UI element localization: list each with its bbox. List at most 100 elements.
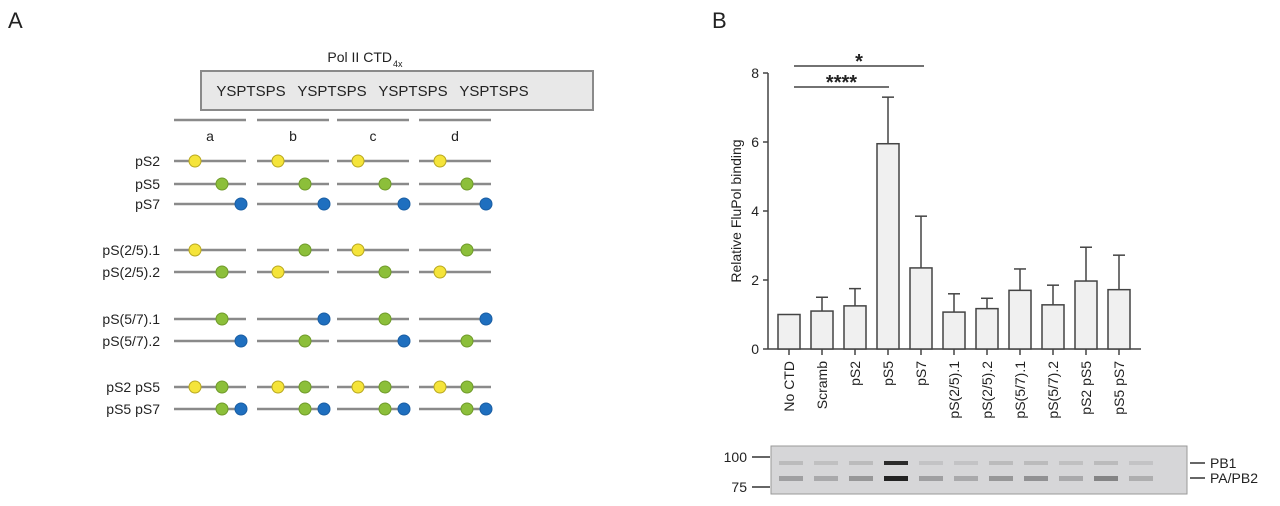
band-pb1 (1059, 461, 1083, 465)
phospho-mark-ps5 (215, 402, 229, 416)
phospho-mark-ps2 (351, 243, 365, 257)
band-pb1 (1129, 461, 1153, 465)
phospho-mark-ps5 (378, 177, 392, 191)
bar-ps7 (909, 267, 933, 350)
marker-label: 75 (731, 479, 747, 495)
band-pa-pb2 (1094, 476, 1118, 481)
y-tick-label: 8 (751, 65, 759, 81)
ctd-repeat: YSPTSPS (216, 83, 285, 100)
significance-label: * (855, 51, 863, 73)
band-pa-pb2 (1024, 476, 1048, 481)
band-label: PB1 (1210, 455, 1237, 471)
band-pb1 (954, 461, 978, 465)
row-label: pS(2/5).2 (102, 264, 160, 280)
x-tick-label: pS7 (913, 361, 929, 386)
y-tick-label: 0 (751, 341, 759, 357)
y-axis-label: Relative FluPol binding (728, 139, 744, 282)
panel-a-label: A (8, 8, 23, 33)
phospho-mark-ps7 (317, 312, 331, 326)
row-label: pS(5/7).1 (102, 311, 160, 327)
column-label: a (206, 128, 214, 144)
phospho-mark-ps2 (188, 154, 202, 168)
ctd-title: Pol II CTD (327, 49, 392, 65)
ctd-repeat: YSPTSPS (297, 83, 366, 100)
phospho-mark-ps7 (397, 197, 411, 211)
phospho-mark-ps2 (351, 154, 365, 168)
band-pb1 (989, 461, 1013, 465)
x-tick-label: pS(5/7).2 (1045, 361, 1061, 419)
ctd-repeat-box (200, 70, 594, 111)
y-tick-label: 6 (751, 134, 759, 150)
column-label: c (370, 128, 377, 144)
phospho-mark-ps5 (215, 380, 229, 394)
band-pb1 (1024, 461, 1048, 465)
band-pb1 (779, 461, 803, 465)
ctd-title-subscript: 4x (393, 59, 403, 69)
phospho-mark-ps5 (215, 265, 229, 279)
phospho-mark-ps5 (378, 265, 392, 279)
x-tick-label: pS(5/7).1 (1012, 361, 1028, 419)
row-label: pS7 (135, 196, 160, 212)
phospho-mark-ps5 (298, 380, 312, 394)
band-pa-pb2 (814, 476, 838, 481)
phospho-mark-ps2 (188, 243, 202, 257)
phospho-mark-ps2 (351, 380, 365, 394)
row-label: pS(5/7).2 (102, 333, 160, 349)
phospho-mark-ps2 (433, 380, 447, 394)
row-label: pS5 (135, 176, 160, 192)
band-pb1 (919, 461, 943, 465)
phospho-mark-ps5 (460, 380, 474, 394)
phospho-mark-ps2 (433, 154, 447, 168)
x-tick-label: pS(2/5).2 (979, 361, 995, 419)
x-tick-label: pS5 (880, 361, 896, 386)
phospho-mark-ps7 (317, 402, 331, 416)
band-pa-pb2 (1059, 476, 1083, 481)
phospho-mark-ps5 (378, 312, 392, 326)
phospho-mark-ps7 (234, 334, 248, 348)
band-pa-pb2 (884, 476, 908, 481)
phospho-mark-ps5 (215, 177, 229, 191)
phospho-mark-ps7 (317, 197, 331, 211)
band-pb1 (849, 461, 873, 465)
x-tick-label: pS5 pS7 (1111, 361, 1127, 415)
row-label: pS(2/5).1 (102, 242, 160, 258)
ctd-repeat: YSPTSPS (459, 83, 528, 100)
band-pa-pb2 (989, 476, 1013, 481)
phospho-mark-ps5 (298, 402, 312, 416)
band-pa-pb2 (954, 476, 978, 481)
phospho-mark-ps5 (378, 402, 392, 416)
band-pa-pb2 (919, 476, 943, 481)
band-pb1 (814, 461, 838, 465)
row-label: pS2 (135, 153, 160, 169)
phospho-mark-ps7 (234, 402, 248, 416)
bar-chart: 0 2 4 6 8 Relative FluPol binding No CTD Scramb… (728, 51, 1141, 419)
y-tick-label: 2 (751, 272, 759, 288)
row-label: pS5 pS7 (106, 401, 160, 417)
x-tick-label: Scramb (814, 361, 830, 409)
phospho-mark-ps2 (188, 380, 202, 394)
bar-ps-5-7-1 (1008, 289, 1032, 350)
band-pa-pb2 (779, 476, 803, 481)
bar-ps-2-5-1 (942, 311, 966, 350)
row-label: pS2 pS5 (106, 379, 160, 395)
phospho-mark-ps5 (460, 243, 474, 257)
gel-background (770, 445, 1188, 495)
x-tick-label: No CTD (781, 361, 797, 412)
column-label: b (289, 128, 297, 144)
significance-label: **** (826, 72, 857, 94)
column-label: d (451, 128, 459, 144)
phospho-mark-ps5 (460, 402, 474, 416)
phospho-mark-ps7 (479, 197, 493, 211)
bar-ps2 (843, 305, 867, 350)
phospho-mark-ps2 (271, 265, 285, 279)
marker-label: 100 (724, 449, 748, 465)
phospho-mark-ps5 (298, 334, 312, 348)
phospho-mark-ps5 (298, 243, 312, 257)
x-tick-label: pS2 pS5 (1078, 361, 1094, 415)
phospho-mark-ps7 (397, 402, 411, 416)
band-pb1 (884, 461, 908, 465)
phospho-mark-ps7 (479, 312, 493, 326)
ctd-phospho-diagram: Pol II CTD 4x YSPTSPS YSPTSPS YSPTSPS YS… (102, 49, 594, 417)
bar-ps2-ps5 (1074, 280, 1098, 350)
